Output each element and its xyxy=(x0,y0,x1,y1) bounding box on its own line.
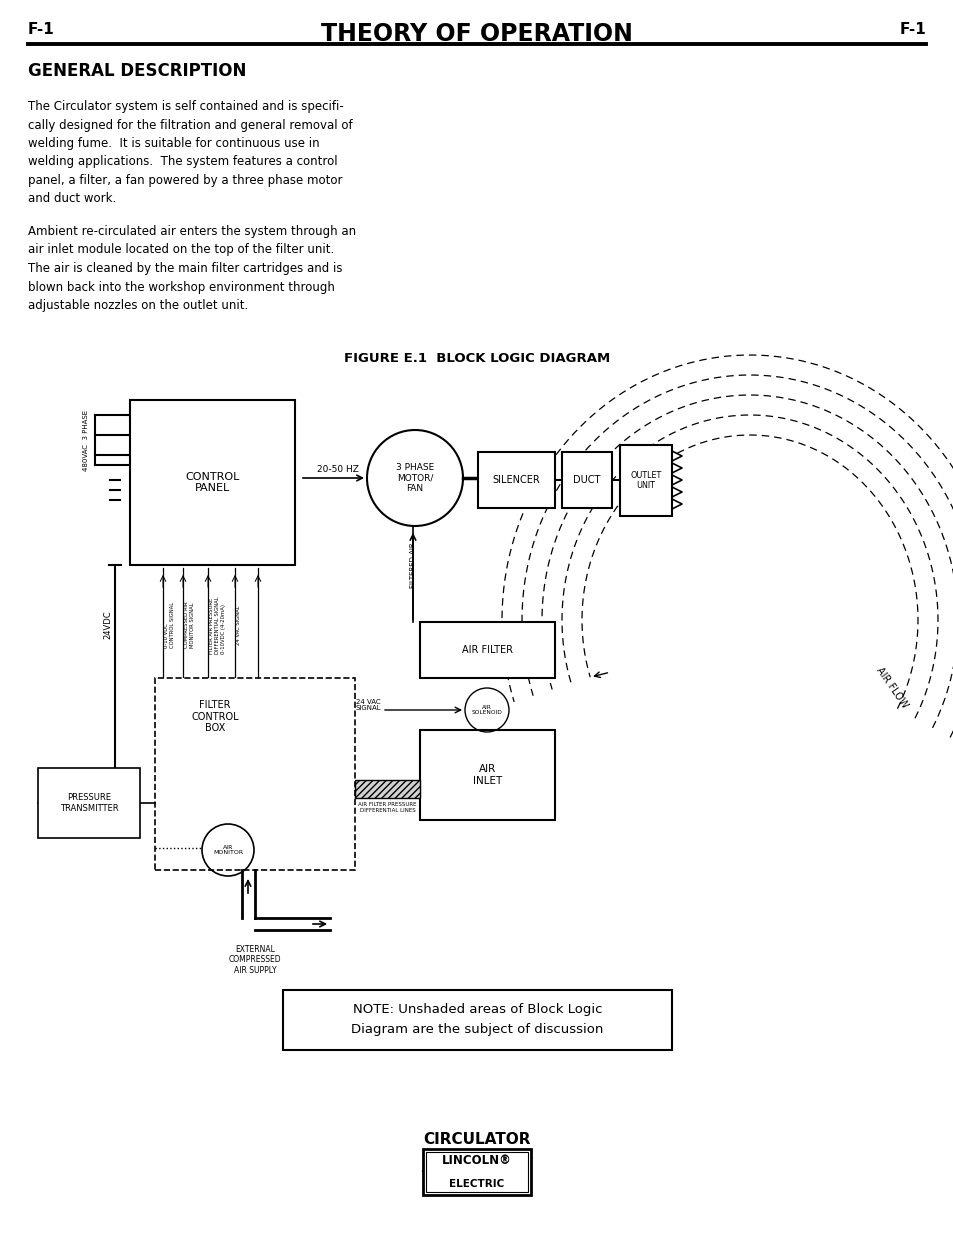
Bar xyxy=(619,445,671,516)
Text: FILTER AIR PRESSURE
DIFFERENTIAL SIGNAL
0-10VDC (4-20mA): FILTER AIR PRESSURE DIFFERENTIAL SIGNAL … xyxy=(209,597,225,653)
Text: CIRCULATOR: CIRCULATOR xyxy=(423,1132,530,1147)
Text: FILTER
CONTROL
BOX: FILTER CONTROL BOX xyxy=(191,700,238,734)
Text: FIGURE E.1  BLOCK LOGIC DIAGRAM: FIGURE E.1 BLOCK LOGIC DIAGRAM xyxy=(343,352,610,366)
Text: 24 VAC
SIGNAL: 24 VAC SIGNAL xyxy=(355,699,380,711)
Text: AIR
MONITOR: AIR MONITOR xyxy=(213,845,243,856)
Bar xyxy=(419,622,555,678)
Text: OUTLET
UNIT: OUTLET UNIT xyxy=(630,471,661,490)
Text: 24VDC: 24VDC xyxy=(103,610,112,640)
Text: AIR FLOW: AIR FLOW xyxy=(873,666,909,710)
Text: 0-10 VDC
CONTROL SIGNAL: 0-10 VDC CONTROL SIGNAL xyxy=(164,601,174,648)
Bar xyxy=(561,452,612,508)
Text: F-1: F-1 xyxy=(899,22,925,37)
Text: PRESSURE
TRANSMITTER: PRESSURE TRANSMITTER xyxy=(60,793,118,813)
Bar xyxy=(355,781,419,798)
Bar xyxy=(38,768,140,839)
Text: 24 VAC SIGNAL: 24 VAC SIGNAL xyxy=(235,605,241,645)
Text: 480VAC  3 PHASE: 480VAC 3 PHASE xyxy=(83,410,89,471)
Text: AIR FILTER PRESSURE
DIFFERENTIAL LINES: AIR FILTER PRESSURE DIFFERENTIAL LINES xyxy=(358,802,416,813)
Bar xyxy=(283,990,671,1050)
Text: GENERAL DESCRIPTION: GENERAL DESCRIPTION xyxy=(28,62,246,80)
Text: FILTERED AIR: FILTERED AIR xyxy=(410,542,416,588)
Text: AIR
INLET: AIR INLET xyxy=(473,764,501,785)
Bar xyxy=(477,452,555,508)
Text: DUCT: DUCT xyxy=(573,475,600,485)
Text: LINCOLN®: LINCOLN® xyxy=(441,1153,512,1167)
Bar xyxy=(130,400,294,564)
Text: ELECTRIC: ELECTRIC xyxy=(449,1179,504,1189)
Text: EXTERNAL
COMPRESSED
AIR SUPPLY: EXTERNAL COMPRESSED AIR SUPPLY xyxy=(229,945,281,974)
Text: THEORY OF OPERATION: THEORY OF OPERATION xyxy=(321,22,632,46)
Bar xyxy=(422,1149,531,1195)
Bar xyxy=(426,1152,527,1192)
Bar xyxy=(154,678,355,869)
Text: AIR FILTER: AIR FILTER xyxy=(461,645,513,655)
Text: SILENCER: SILENCER xyxy=(492,475,539,485)
Text: F-1: F-1 xyxy=(28,22,54,37)
Text: Ambient re-circulated air enters the system through an
air inlet module located : Ambient re-circulated air enters the sys… xyxy=(28,225,355,312)
Text: NOTE: Unshaded areas of Block Logic
Diagram are the subject of discussion: NOTE: Unshaded areas of Block Logic Diag… xyxy=(351,1004,603,1036)
Text: 3 PHASE
MOTOR/
FAN: 3 PHASE MOTOR/ FAN xyxy=(395,463,434,493)
Text: The Circulator system is self contained and is specifi-
cally designed for the f: The Circulator system is self contained … xyxy=(28,100,353,205)
Text: 20-50 HZ: 20-50 HZ xyxy=(316,466,358,474)
Text: COMPRESSED AIR
MONITOR SIGNAL: COMPRESSED AIR MONITOR SIGNAL xyxy=(184,601,194,648)
Bar xyxy=(419,730,555,820)
Text: CONTROL
PANEL: CONTROL PANEL xyxy=(185,472,239,493)
Text: AIR
SOLENOID: AIR SOLENOID xyxy=(471,705,502,715)
